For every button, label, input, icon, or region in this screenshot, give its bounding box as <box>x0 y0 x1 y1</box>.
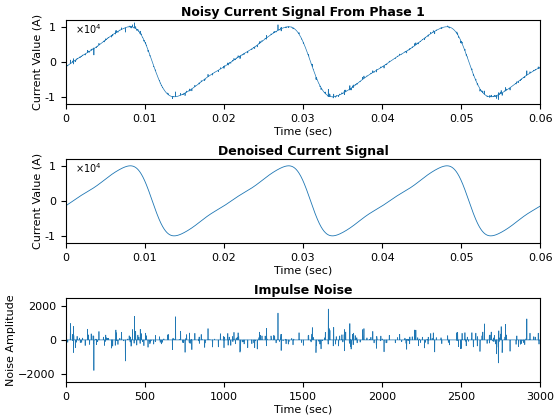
X-axis label: Time (sec): Time (sec) <box>274 126 332 136</box>
Y-axis label: Noise Amplitude: Noise Amplitude <box>6 294 16 386</box>
X-axis label: Time (sec): Time (sec) <box>274 404 332 415</box>
Text: $\times10^4$: $\times10^4$ <box>75 161 102 175</box>
Title: Denoised Current Signal: Denoised Current Signal <box>218 144 389 158</box>
Y-axis label: Current Value (A): Current Value (A) <box>32 153 42 249</box>
Title: Noisy Current Signal From Phase 1: Noisy Current Signal From Phase 1 <box>181 5 425 18</box>
Y-axis label: Current Value (A): Current Value (A) <box>32 14 42 110</box>
Text: $\times10^4$: $\times10^4$ <box>75 22 102 36</box>
X-axis label: Time (sec): Time (sec) <box>274 265 332 276</box>
Title: Impulse Noise: Impulse Noise <box>254 284 352 297</box>
